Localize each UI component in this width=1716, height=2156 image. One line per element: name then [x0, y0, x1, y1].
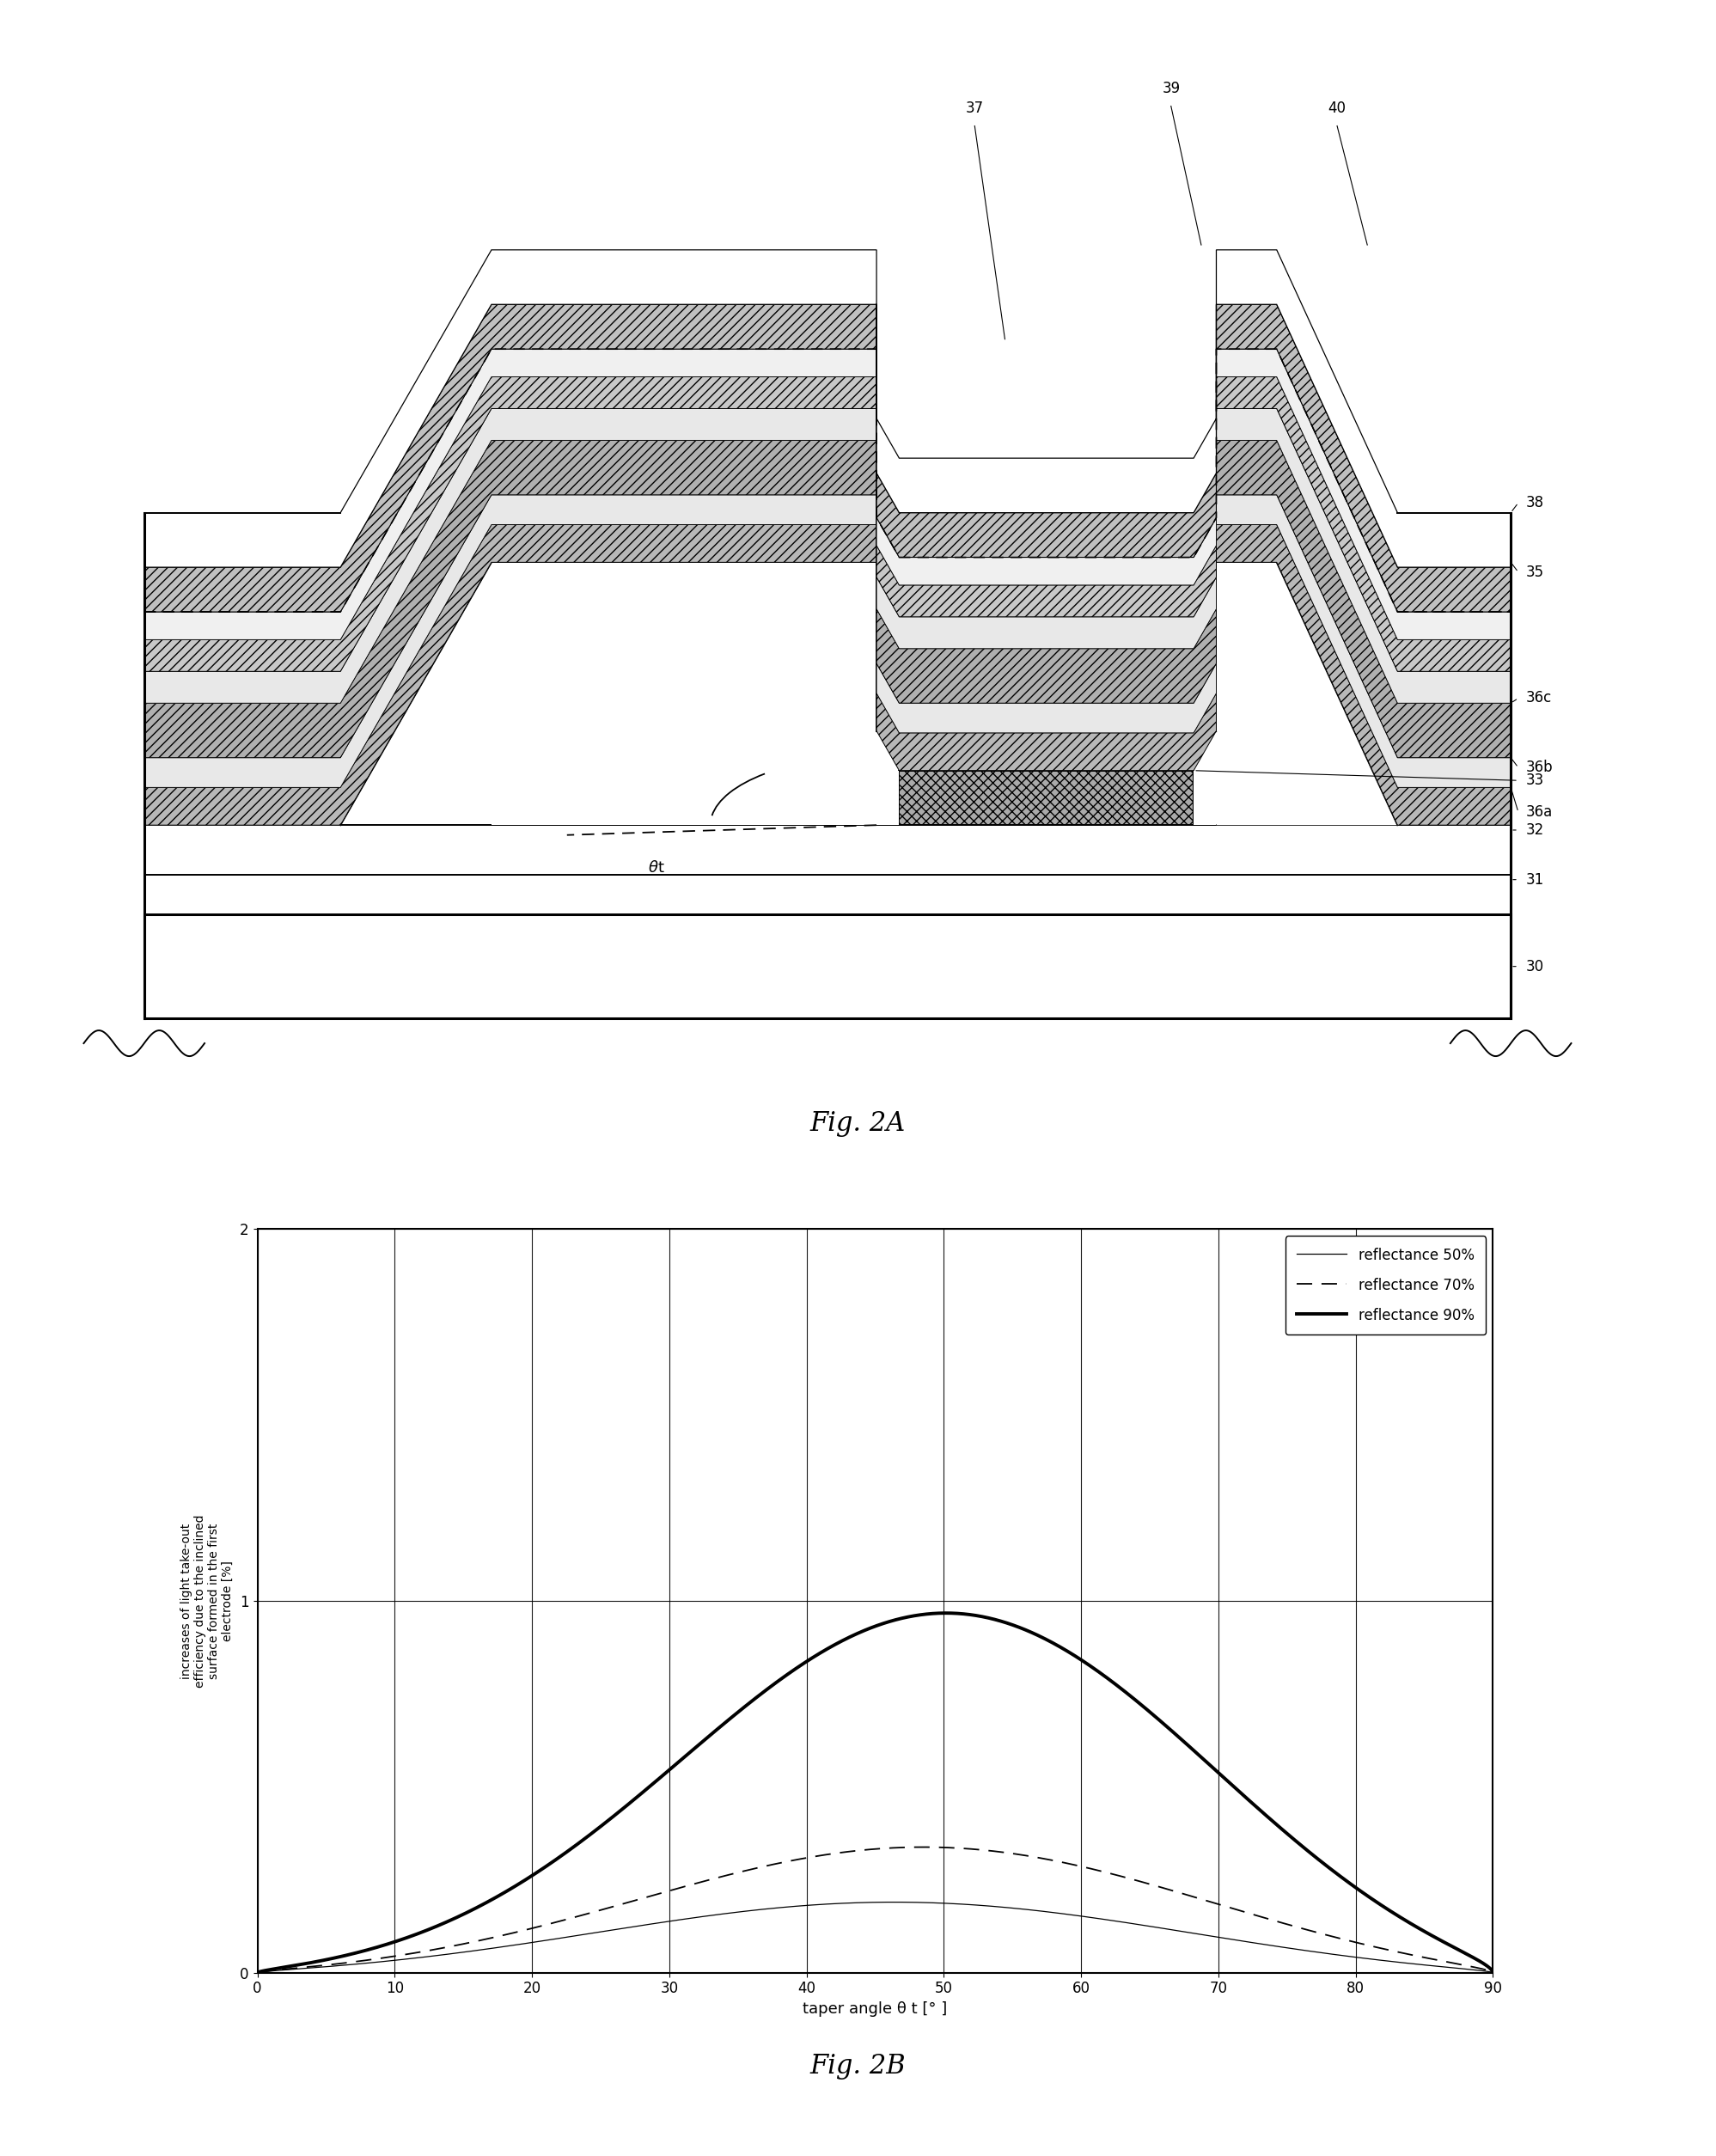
Text: Fig. 2B: Fig. 2B [810, 2053, 906, 2078]
reflectance 90% [1211, 1764, 1232, 1789]
reflectance 90% [374, 1932, 395, 1958]
Line: reflectance 50%: reflectance 50% [257, 1902, 1493, 1973]
Text: 36c: 36c [1526, 690, 1551, 705]
reflectance 70% [1097, 1861, 1117, 1886]
Polygon shape [144, 410, 1510, 703]
reflectance 50% [1211, 1925, 1232, 1951]
reflectance 70% [913, 1835, 934, 1861]
Text: $\theta$t: $\theta$t [649, 860, 666, 875]
reflectance 50% [374, 1949, 395, 1975]
Text: Fig. 2A: Fig. 2A [810, 1110, 906, 1136]
Polygon shape [1277, 563, 1510, 826]
reflectance 70% [374, 1945, 395, 1971]
Line: reflectance 70%: reflectance 70% [257, 1848, 1493, 1973]
Legend: reflectance 50%, reflectance 70%, reflectance 90%: reflectance 50%, reflectance 70%, reflec… [1285, 1235, 1486, 1335]
Polygon shape [144, 440, 1510, 757]
Text: 35: 35 [1526, 565, 1544, 580]
reflectance 90% [247, 1960, 268, 1986]
Polygon shape [144, 826, 1510, 875]
Polygon shape [899, 770, 1194, 826]
reflectance 50% [746, 1897, 767, 1923]
reflectance 50% [1097, 1906, 1117, 1932]
Polygon shape [144, 250, 1510, 567]
Polygon shape [144, 496, 1510, 787]
reflectance 90% [1234, 1783, 1254, 1809]
Y-axis label: increases of light take-out
efficiency due to the inclined
surface formed in the: increases of light take-out efficiency d… [180, 1514, 233, 1688]
reflectance 70% [1234, 1899, 1254, 1925]
Text: 32: 32 [1526, 821, 1544, 839]
reflectance 50% [884, 1889, 904, 1915]
X-axis label: taper angle θ t [° ]: taper angle θ t [° ] [803, 2001, 947, 2016]
Text: 38: 38 [1526, 496, 1544, 511]
Text: 36a: 36a [1526, 804, 1553, 819]
reflectance 50% [791, 1893, 812, 1919]
Text: 37: 37 [966, 101, 983, 116]
Polygon shape [144, 875, 1510, 914]
Text: 39: 39 [1162, 80, 1181, 97]
reflectance 90% [935, 1600, 956, 1626]
reflectance 70% [791, 1846, 812, 1871]
Polygon shape [144, 563, 491, 826]
reflectance 70% [746, 1854, 767, 1880]
reflectance 90% [791, 1651, 812, 1677]
Polygon shape [144, 914, 1510, 1018]
reflectance 90% [746, 1684, 767, 1710]
Text: 33: 33 [1526, 772, 1544, 789]
Text: 36b: 36b [1526, 759, 1553, 776]
Polygon shape [144, 349, 1510, 640]
reflectance 50% [1234, 1927, 1254, 1953]
reflectance 90% [1097, 1664, 1117, 1690]
reflectance 50% [247, 1960, 268, 1986]
reflectance 70% [1483, 1960, 1503, 1986]
Text: 30: 30 [1526, 959, 1544, 975]
Text: 40: 40 [1328, 101, 1345, 116]
reflectance 70% [247, 1960, 268, 1986]
Polygon shape [144, 377, 1510, 671]
reflectance 70% [1211, 1893, 1232, 1919]
reflectance 50% [1483, 1960, 1503, 1986]
Polygon shape [1194, 770, 1217, 826]
Polygon shape [491, 563, 877, 826]
Text: 31: 31 [1526, 871, 1544, 888]
reflectance 90% [1483, 1960, 1503, 1986]
Polygon shape [1217, 563, 1397, 826]
Polygon shape [144, 524, 1510, 826]
Polygon shape [877, 770, 899, 826]
Line: reflectance 90%: reflectance 90% [257, 1613, 1493, 1973]
Polygon shape [144, 304, 1510, 612]
